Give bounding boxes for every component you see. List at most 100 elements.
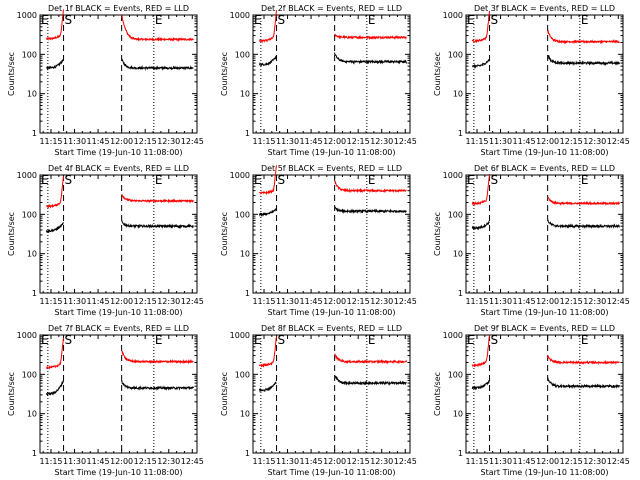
panel-title: Det 9f BLACK = Events, RED = LLD [474, 324, 615, 333]
y-tick-label: 1000 [443, 11, 463, 20]
events-series-line [547, 54, 620, 66]
x-tick-label: 12:45 [607, 457, 630, 466]
lld-series-line [45, 9, 64, 41]
panel-title: Det 8f BLACK = Events, RED = LLD [261, 324, 402, 333]
y-tick-label: 100 [235, 210, 250, 219]
x-tick-label: 12:30 [583, 457, 606, 466]
plot-frame [465, 334, 624, 454]
panel-det-5: Det 5f BLACK = Events, RED = LLD Counts/s… [220, 164, 417, 317]
marker-label-end: E [155, 13, 163, 27]
panel-title: Det 6f BLACK = Events, RED = LLD [474, 164, 615, 173]
x-tick-label: 12:00 [536, 297, 559, 306]
y-tick-label: 10 [27, 410, 37, 419]
y-tick-label: 1000 [443, 331, 463, 340]
x-tick-label: 12:45 [394, 137, 417, 146]
x-tick-label: 11:15 [39, 297, 62, 306]
x-tick-label: 12:30 [370, 137, 393, 146]
y-tick-label: 10 [27, 250, 37, 259]
panel-title: Det 4f BLACK = Events, RED = LLD [48, 164, 189, 173]
y-tick-label: 1000 [230, 11, 250, 20]
x-tick-label: 11:45 [300, 297, 323, 306]
marker-label-end: E [368, 173, 376, 187]
x-tick-label: 12:00 [536, 457, 559, 466]
lld-series-line [334, 180, 407, 194]
plot-frame [39, 334, 198, 454]
y-axis-label: Counts/sec [433, 372, 442, 416]
y-tick-label: 10 [453, 410, 463, 419]
x-tick-label: 12:00 [536, 137, 559, 146]
x-axis-label: Start Time (19-Jun-10 11:08:00) [481, 468, 609, 477]
x-tick-label: 11:15 [252, 457, 275, 466]
panel-title: Det 2f BLACK = Events, RED = LLD [261, 4, 402, 13]
y-tick-label: 1 [32, 449, 37, 458]
events-series-line [121, 58, 194, 71]
plot-frame [39, 14, 198, 134]
x-tick-label: 12:00 [323, 137, 346, 146]
x-tick-label: 12:45 [394, 457, 417, 466]
y-tick-label: 10 [453, 250, 463, 259]
x-tick-label: 11:30 [489, 137, 512, 146]
x-tick-label: 11:45 [300, 457, 323, 466]
x-tick-label: 12:15 [560, 137, 583, 146]
x-tick-label: 11:30 [489, 297, 512, 306]
x-tick-label: 12:15 [347, 457, 370, 466]
lld-series-line [547, 196, 620, 207]
x-tick-label: 11:30 [276, 297, 299, 306]
x-tick-label: 11:45 [513, 137, 536, 146]
x-tick-label: 12:15 [347, 137, 370, 146]
x-tick-label: 12:45 [181, 137, 204, 146]
events-series-line [471, 379, 490, 391]
lld-series-line [45, 337, 64, 370]
lld-series-line [121, 350, 194, 365]
marker-label-start: E [41, 173, 49, 187]
y-tick-label: 1 [32, 129, 37, 138]
x-tick-label: 11:45 [87, 297, 110, 306]
y-tick-label: 100 [235, 370, 250, 379]
lld-series-line [258, 336, 277, 368]
y-axis-label: Counts/sec [220, 372, 229, 416]
events-series-line [258, 381, 277, 393]
plot-frame [465, 174, 624, 294]
panel-title: Det 5f BLACK = Events, RED = LLD [261, 164, 402, 173]
x-tick-label: 11:30 [489, 457, 512, 466]
panel-title: Det 3f BLACK = Events, RED = LLD [474, 4, 615, 13]
x-tick-label: 11:45 [513, 297, 536, 306]
x-tick-label: 12:30 [370, 297, 393, 306]
events-series-line [334, 206, 407, 214]
y-tick-label: 100 [22, 210, 37, 219]
x-tick-label: 12:45 [181, 297, 204, 306]
plot-frame [465, 14, 624, 134]
x-tick-label: 12:00 [110, 297, 133, 306]
x-tick-label: 11:15 [465, 137, 488, 146]
x-tick-label: 11:45 [513, 457, 536, 466]
x-tick-label: 11:30 [63, 297, 86, 306]
panel-title: Det 7f BLACK = Events, RED = LLD [48, 324, 189, 333]
x-axis-label: Start Time (19-Jun-10 11:08:00) [55, 148, 183, 157]
x-tick-label: 12:00 [323, 457, 346, 466]
lld-series-line [259, 10, 277, 44]
marker-label-s: S [491, 173, 499, 187]
y-axis-label: Counts/sec [220, 212, 229, 256]
x-axis-label: Start Time (19-Jun-10 11:08:00) [55, 308, 183, 317]
marker-label-s: S [491, 13, 499, 27]
y-tick-label: 1000 [17, 11, 37, 20]
events-series-line [121, 380, 194, 391]
marker-label-start: E [467, 173, 475, 187]
y-axis-label: Counts/sec [7, 52, 16, 96]
y-tick-label: 10 [27, 90, 37, 99]
x-axis-label: Start Time (19-Jun-10 11:08:00) [268, 308, 396, 317]
events-series-line [472, 58, 490, 69]
lld-series-line [334, 33, 407, 41]
marker-label-start: E [254, 13, 262, 27]
x-tick-label: 12:15 [560, 297, 583, 306]
events-series-line [471, 220, 490, 231]
marker-label-start: E [41, 333, 49, 347]
marker-label-start: E [467, 13, 475, 27]
marker-label-end: E [368, 333, 376, 347]
marker-label-start: E [254, 173, 262, 187]
x-axis-label: Start Time (19-Jun-10 11:08:00) [481, 148, 609, 157]
plot-frame [39, 174, 198, 294]
marker-label-end: E [581, 173, 589, 187]
y-axis-label: Counts/sec [220, 52, 229, 96]
